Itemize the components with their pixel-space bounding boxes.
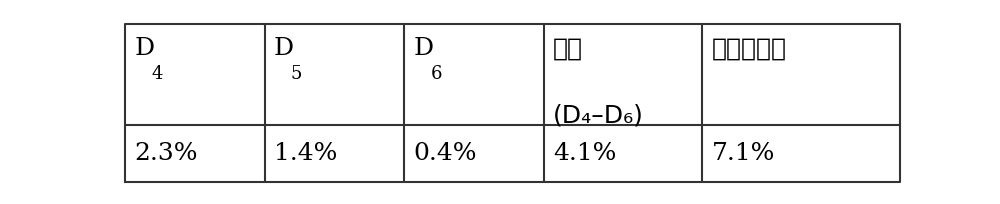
Text: 5: 5	[291, 65, 302, 83]
Text: 4.1%: 4.1%	[553, 142, 616, 165]
Text: D: D	[274, 37, 294, 60]
Text: 2.3%: 2.3%	[134, 142, 198, 165]
Text: 总计: 总计	[553, 37, 583, 61]
Text: (D₄–D₆): (D₄–D₆)	[553, 103, 644, 127]
Text: 6: 6	[430, 65, 442, 83]
Text: 1.4%: 1.4%	[274, 142, 337, 165]
Text: 异丙醇含量: 异丙醇含量	[712, 37, 787, 61]
Text: D: D	[413, 37, 433, 60]
Text: 7.1%: 7.1%	[712, 142, 775, 165]
Text: 0.4%: 0.4%	[413, 142, 477, 165]
Text: D: D	[134, 37, 154, 60]
Text: 4: 4	[151, 65, 163, 83]
